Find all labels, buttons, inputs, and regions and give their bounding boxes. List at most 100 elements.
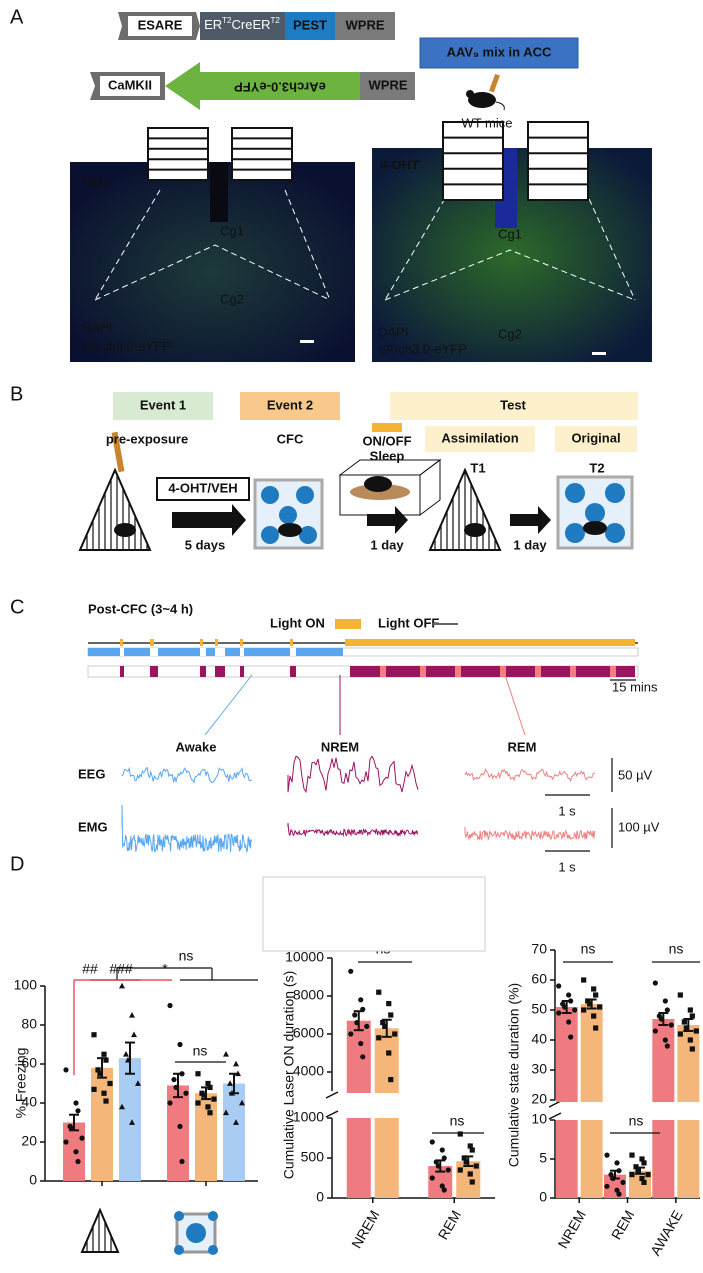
signal-label: EMG xyxy=(78,819,108,834)
x-tick-label: NREM xyxy=(554,1207,588,1251)
y-tick-label: 10 xyxy=(531,1111,547,1127)
data-point xyxy=(183,1090,189,1096)
data-point xyxy=(360,1054,366,1060)
annotation: ns xyxy=(581,941,596,957)
x-tick-label: REM xyxy=(608,1207,637,1242)
data-point xyxy=(473,1163,479,1169)
data-point xyxy=(441,1155,447,1161)
y-axis-label: Cumulative state duration (%) xyxy=(506,983,522,1167)
bar xyxy=(629,1170,651,1198)
light-on xyxy=(200,639,203,646)
light-on xyxy=(120,639,123,646)
data-point xyxy=(445,1167,451,1173)
data-point xyxy=(101,1090,107,1096)
bar xyxy=(677,1025,700,1102)
cre-label: ERT2CreERT2 xyxy=(204,16,280,32)
data-point xyxy=(177,1041,183,1048)
scale-label: 1 s xyxy=(558,803,576,818)
data-point xyxy=(223,1109,229,1116)
region: Cg1 xyxy=(498,226,522,241)
data-point xyxy=(639,1156,645,1162)
data-point xyxy=(233,1119,239,1125)
light-on xyxy=(345,639,635,646)
data-point xyxy=(687,1007,693,1013)
hypnogram xyxy=(87,639,639,678)
scale-label: 50 µV xyxy=(618,767,653,782)
data-point xyxy=(593,1025,599,1031)
data-point xyxy=(63,1139,69,1145)
context-icons xyxy=(78,431,634,551)
stain: DAPI xyxy=(82,319,112,334)
x-tick-label: AWAKE xyxy=(647,1207,686,1258)
fiber xyxy=(442,121,504,201)
y-tick-label: 0 xyxy=(539,1189,547,1205)
x-tick-label: REM xyxy=(435,1207,464,1242)
paradigm-text: Sleep xyxy=(370,448,405,463)
annotation: ns xyxy=(450,1113,465,1129)
data-point xyxy=(91,1032,97,1038)
data-point xyxy=(457,1167,463,1173)
axis-break xyxy=(548,1112,562,1120)
paradigm-text: Original xyxy=(571,430,620,445)
y-tick-label: 70 xyxy=(531,941,547,957)
panel-label: A xyxy=(10,6,24,28)
data-point xyxy=(608,1172,614,1178)
nrem xyxy=(150,666,158,677)
opsin: eArch3.0-eYFP xyxy=(234,80,326,95)
data-point xyxy=(223,1051,229,1057)
data-point xyxy=(587,1001,593,1007)
data-point xyxy=(662,1037,668,1043)
rem xyxy=(380,666,386,677)
data-point xyxy=(616,1191,622,1197)
fiber xyxy=(527,121,589,201)
data-point xyxy=(63,1067,69,1073)
data-point xyxy=(463,1159,469,1165)
paradigm-text: Event 2 xyxy=(267,397,313,412)
bar xyxy=(91,1067,113,1181)
annotation: * xyxy=(162,961,168,977)
cre-part: T2 xyxy=(271,16,281,25)
data-point xyxy=(597,1004,603,1010)
data-point xyxy=(591,986,597,992)
bar xyxy=(555,1007,578,1102)
data-point xyxy=(167,1002,173,1009)
data-point xyxy=(652,1028,658,1034)
y-tick-label: 60 xyxy=(21,1055,37,1071)
data-point xyxy=(380,1020,386,1026)
trace xyxy=(287,755,419,794)
bar xyxy=(119,1058,141,1181)
state-label: NREM xyxy=(321,739,359,754)
data-point xyxy=(693,1028,699,1034)
paradigm-text: 1 day xyxy=(370,537,404,552)
data-point xyxy=(103,1098,109,1104)
legend-text: Light OFF xyxy=(378,615,439,630)
light-on xyxy=(150,639,154,646)
arrows xyxy=(172,504,551,536)
bar xyxy=(555,1120,578,1198)
data-point xyxy=(388,1012,394,1018)
data-point xyxy=(107,1080,113,1087)
data-point xyxy=(556,1010,562,1016)
rem xyxy=(610,666,616,677)
data-point xyxy=(614,1160,620,1166)
y-tick-label: 10000 xyxy=(285,949,324,965)
annotation: ns xyxy=(179,948,194,964)
title: Post-CFC (3~4 h) xyxy=(88,601,193,616)
data-point xyxy=(593,992,599,998)
data-point xyxy=(641,1160,647,1166)
data-point xyxy=(461,1155,467,1161)
data-point xyxy=(167,1100,173,1106)
data-point xyxy=(205,1080,211,1087)
data-point xyxy=(566,992,572,998)
y-tick-label: 30 xyxy=(531,1061,547,1077)
micrograph-veh xyxy=(70,162,355,362)
condition: 4-OHT xyxy=(380,157,419,172)
fiber xyxy=(147,127,209,181)
data-point xyxy=(129,1119,135,1125)
wpre: WPRE xyxy=(346,17,385,32)
region: Cg2 xyxy=(220,291,244,306)
bar xyxy=(652,1019,675,1102)
annotation: ## xyxy=(82,961,98,977)
data-point xyxy=(386,1001,392,1007)
fiber xyxy=(231,127,293,181)
